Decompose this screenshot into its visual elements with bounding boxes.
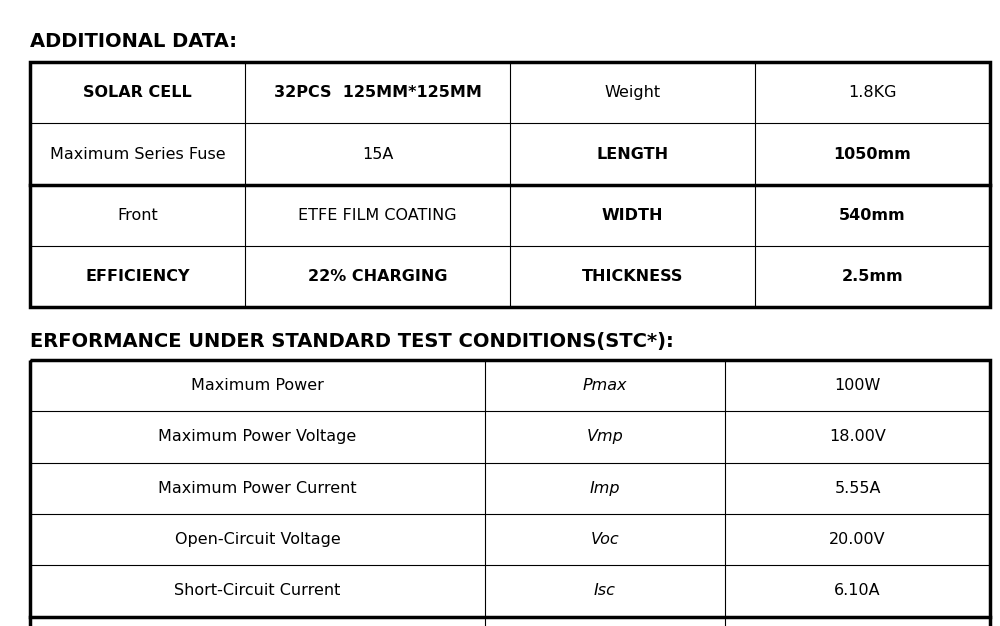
Text: Maximum Power Current: Maximum Power Current <box>158 481 357 496</box>
Bar <box>30 360 990 626</box>
Text: SOLAR CELL: SOLAR CELL <box>83 85 192 100</box>
Text: 100W: 100W <box>834 378 881 393</box>
Text: 15A: 15A <box>362 146 393 162</box>
Text: 6.10A: 6.10A <box>834 583 881 598</box>
Text: ERFORMANCE UNDER STANDARD TEST CONDITIONS(STC*):: ERFORMANCE UNDER STANDARD TEST CONDITION… <box>30 332 674 351</box>
Text: Maximum Series Fuse: Maximum Series Fuse <box>50 146 225 162</box>
Text: EFFICIENCY: EFFICIENCY <box>85 269 190 284</box>
Text: ETFE FILM COATING: ETFE FILM COATING <box>298 208 457 223</box>
Text: Front: Front <box>117 208 158 223</box>
Text: Isc: Isc <box>594 583 616 598</box>
Text: Short-Circuit Current: Short-Circuit Current <box>174 583 341 598</box>
Text: WIDTH: WIDTH <box>602 208 663 223</box>
Text: ADDITIONAL DATA:: ADDITIONAL DATA: <box>30 32 237 51</box>
Bar <box>30 62 990 307</box>
Text: Pmax: Pmax <box>583 378 627 393</box>
Text: Voc: Voc <box>591 532 619 547</box>
Text: 22% CHARGING: 22% CHARGING <box>308 269 447 284</box>
Text: Imp: Imp <box>590 481 620 496</box>
Text: Maximum Power Voltage: Maximum Power Voltage <box>158 429 357 444</box>
Text: 540mm: 540mm <box>839 208 906 223</box>
Text: 32PCS  125MM*125MM: 32PCS 125MM*125MM <box>274 85 481 100</box>
Text: 1.8KG: 1.8KG <box>848 85 897 100</box>
Text: Maximum Power: Maximum Power <box>191 378 324 393</box>
Text: Vmp: Vmp <box>587 429 623 444</box>
Text: 1050mm: 1050mm <box>834 146 911 162</box>
Text: 5.55A: 5.55A <box>834 481 881 496</box>
Text: THICKNESS: THICKNESS <box>582 269 683 284</box>
Text: 18.00V: 18.00V <box>829 429 886 444</box>
Text: Open-Circuit Voltage: Open-Circuit Voltage <box>175 532 340 547</box>
Text: 20.00V: 20.00V <box>829 532 886 547</box>
Text: 2.5mm: 2.5mm <box>842 269 903 284</box>
Text: LENGTH: LENGTH <box>596 146 669 162</box>
Text: Weight: Weight <box>604 85 661 100</box>
